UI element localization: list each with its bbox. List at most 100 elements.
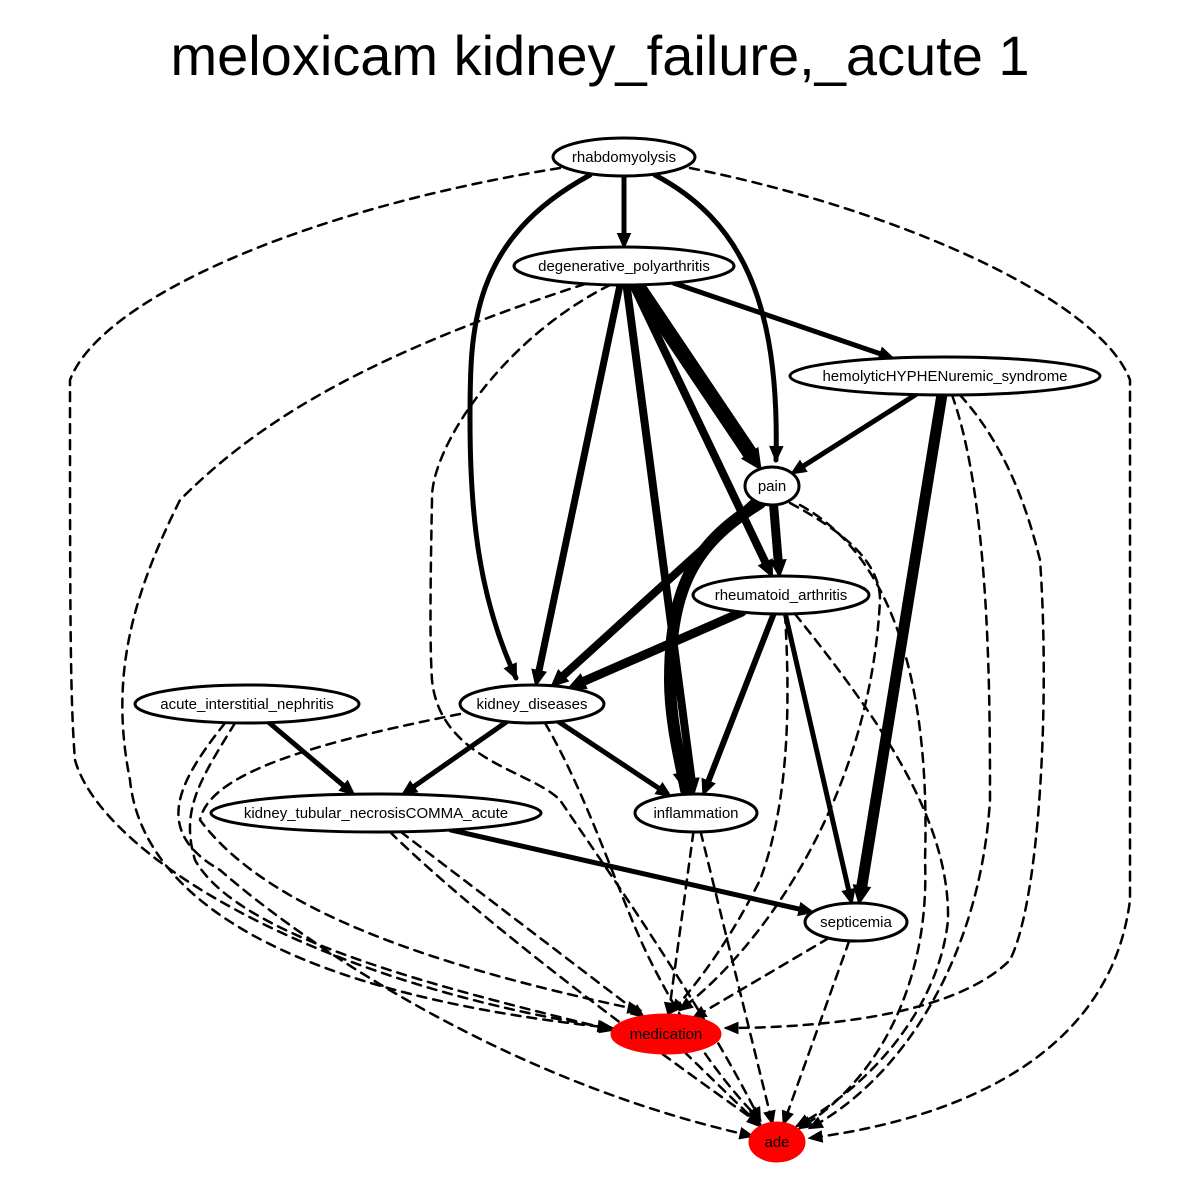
- edge-degenerative_polyarthritis-to-pain: [629, 277, 762, 471]
- edge-line: [399, 830, 636, 1012]
- edge-ain-to-ade: [177, 721, 755, 1140]
- node-degenerative_polyarthritis: degenerative_polyarthritis: [512, 245, 736, 287]
- edge-inflammation-to-ade: [699, 830, 776, 1126]
- node-septicemia: septicemia: [803, 901, 909, 943]
- node-label: medication: [630, 1026, 703, 1043]
- edge-septicemia-to-ade: [781, 939, 851, 1126]
- edge-line: [800, 392, 919, 469]
- edge-arrowhead: [338, 779, 356, 796]
- edge-rheumatoid_arthritis-to-inflammation: [701, 610, 777, 797]
- edge-arrowhead: [531, 668, 547, 688]
- node-pain: pain: [743, 465, 801, 507]
- edge-ain-to-medication: [188, 721, 615, 1034]
- node-ktn: kidney_tubular_necrosisCOMMA_acute: [209, 792, 543, 834]
- edge-line: [705, 610, 777, 785]
- node-ellipse: [458, 683, 606, 725]
- edge-line: [683, 1050, 755, 1120]
- node-label: ade: [764, 1134, 789, 1151]
- edge-line: [629, 277, 758, 462]
- node-kidney_diseases: kidney_diseases: [458, 683, 606, 725]
- edge-arrowhead: [738, 1127, 755, 1140]
- node-label: inflammation: [653, 805, 738, 822]
- edge-line: [678, 501, 882, 1012]
- edge-arrowhead: [740, 446, 762, 471]
- edge-line: [671, 280, 883, 357]
- node-ellipse: [803, 901, 909, 943]
- node-ellipse: [743, 465, 801, 507]
- edge-line: [668, 830, 695, 1005]
- edge-arrowhead: [807, 1130, 824, 1143]
- edge-line: [629, 280, 770, 567]
- edge-arrowhead: [841, 887, 856, 906]
- node-ellipse: [512, 245, 736, 287]
- node-ellipse: [691, 574, 871, 616]
- edge-pain-to-inflammation: [663, 497, 766, 796]
- edge-rheumatoid_arthritis-to-septicemia: [782, 611, 856, 906]
- nodes-layer: rhabdomyolysis degenerative_polyarthritis…: [133, 136, 1102, 1163]
- edge-medication-to-ade: [683, 1050, 764, 1129]
- node-rhabdomyolysis: rhabdomyolysis: [551, 136, 697, 178]
- edge-line: [782, 611, 852, 893]
- edge-rhabdomyolysis-to-kidney_diseases: [467, 172, 593, 681]
- edge-arrowhead: [797, 901, 815, 917]
- edge-line: [798, 503, 927, 1130]
- edge-hus-to-pain: [789, 392, 919, 475]
- edge-line: [622, 280, 696, 784]
- edge-arrowhead: [663, 1001, 677, 1018]
- edge-line: [578, 607, 747, 687]
- node-label: hemolyticHYPHENuremic_syndrome: [822, 368, 1067, 385]
- edge-line: [688, 166, 1132, 1140]
- edge-line: [769, 500, 783, 566]
- edge-line: [543, 721, 762, 1122]
- edge-arrowhead: [598, 1020, 615, 1034]
- edge-ain-to-ktn: [266, 720, 356, 796]
- edge-arrowhead: [789, 459, 808, 475]
- edge-arrowhead: [723, 1021, 739, 1035]
- edges-layer: [68, 166, 1132, 1143]
- node-label: rhabdomyolysis: [572, 149, 676, 166]
- edge-arrowhead: [769, 558, 787, 579]
- edge-line: [786, 939, 851, 1115]
- edge-arrowhead: [691, 1005, 708, 1019]
- node-ellipse: [610, 1013, 722, 1055]
- edge-ktn-to-septicemia: [448, 827, 815, 917]
- node-rheumatoid_arthritis: rheumatoid_arthritis: [691, 574, 871, 616]
- edge-septicemia-to-medication: [691, 936, 831, 1019]
- edge-arrowhead: [794, 1114, 812, 1128]
- edge-pain-to-rheumatoid_arthritis: [769, 500, 787, 579]
- edge-line: [410, 719, 510, 790]
- edge-degenerative_polyarthritis-to-hus: [671, 280, 896, 361]
- edge-line: [266, 720, 347, 789]
- node-ellipse: [551, 136, 697, 178]
- edge-arrowhead: [852, 884, 872, 906]
- edge-line: [702, 936, 831, 1014]
- edge-line: [652, 172, 779, 463]
- edge-line: [535, 281, 624, 675]
- edge-arrowhead: [747, 1113, 764, 1129]
- edge-ktn-to-medication: [399, 830, 646, 1019]
- edge-line: [467, 172, 593, 681]
- edge-degenerative_polyarthritis-to-kidney_diseases: [531, 281, 624, 688]
- edge-kidney_diseases-to-medication: [198, 712, 643, 1014]
- node-ade: ade: [748, 1121, 806, 1163]
- edge-line: [556, 719, 662, 792]
- node-ellipse: [209, 792, 543, 834]
- diagram-title: meloxicam kidney_failure,_acute 1: [170, 24, 1030, 87]
- node-inflammation: inflammation: [633, 792, 759, 834]
- edge-arrowhead: [654, 781, 673, 798]
- node-label: acute_interstitial_nephritis: [160, 696, 333, 713]
- edge-arrowhead: [629, 1004, 646, 1019]
- node-label: degenerative_polyarthritis: [538, 258, 710, 275]
- edge-arrowhead: [757, 558, 774, 579]
- edge-line: [793, 612, 950, 1128]
- edge-line: [856, 389, 948, 893]
- edge-hus-to-septicemia: [852, 389, 948, 906]
- edge-degenerative_polyarthritis-to-rheumatoid_arthritis: [629, 280, 774, 579]
- edge-rhabdomyolysis-to-medication: [68, 166, 613, 1033]
- edge-line: [724, 393, 1045, 1030]
- node-ellipse: [633, 792, 759, 834]
- edge-arrowhead: [701, 777, 716, 797]
- node-ellipse: [748, 1121, 806, 1163]
- edge-line: [663, 497, 766, 796]
